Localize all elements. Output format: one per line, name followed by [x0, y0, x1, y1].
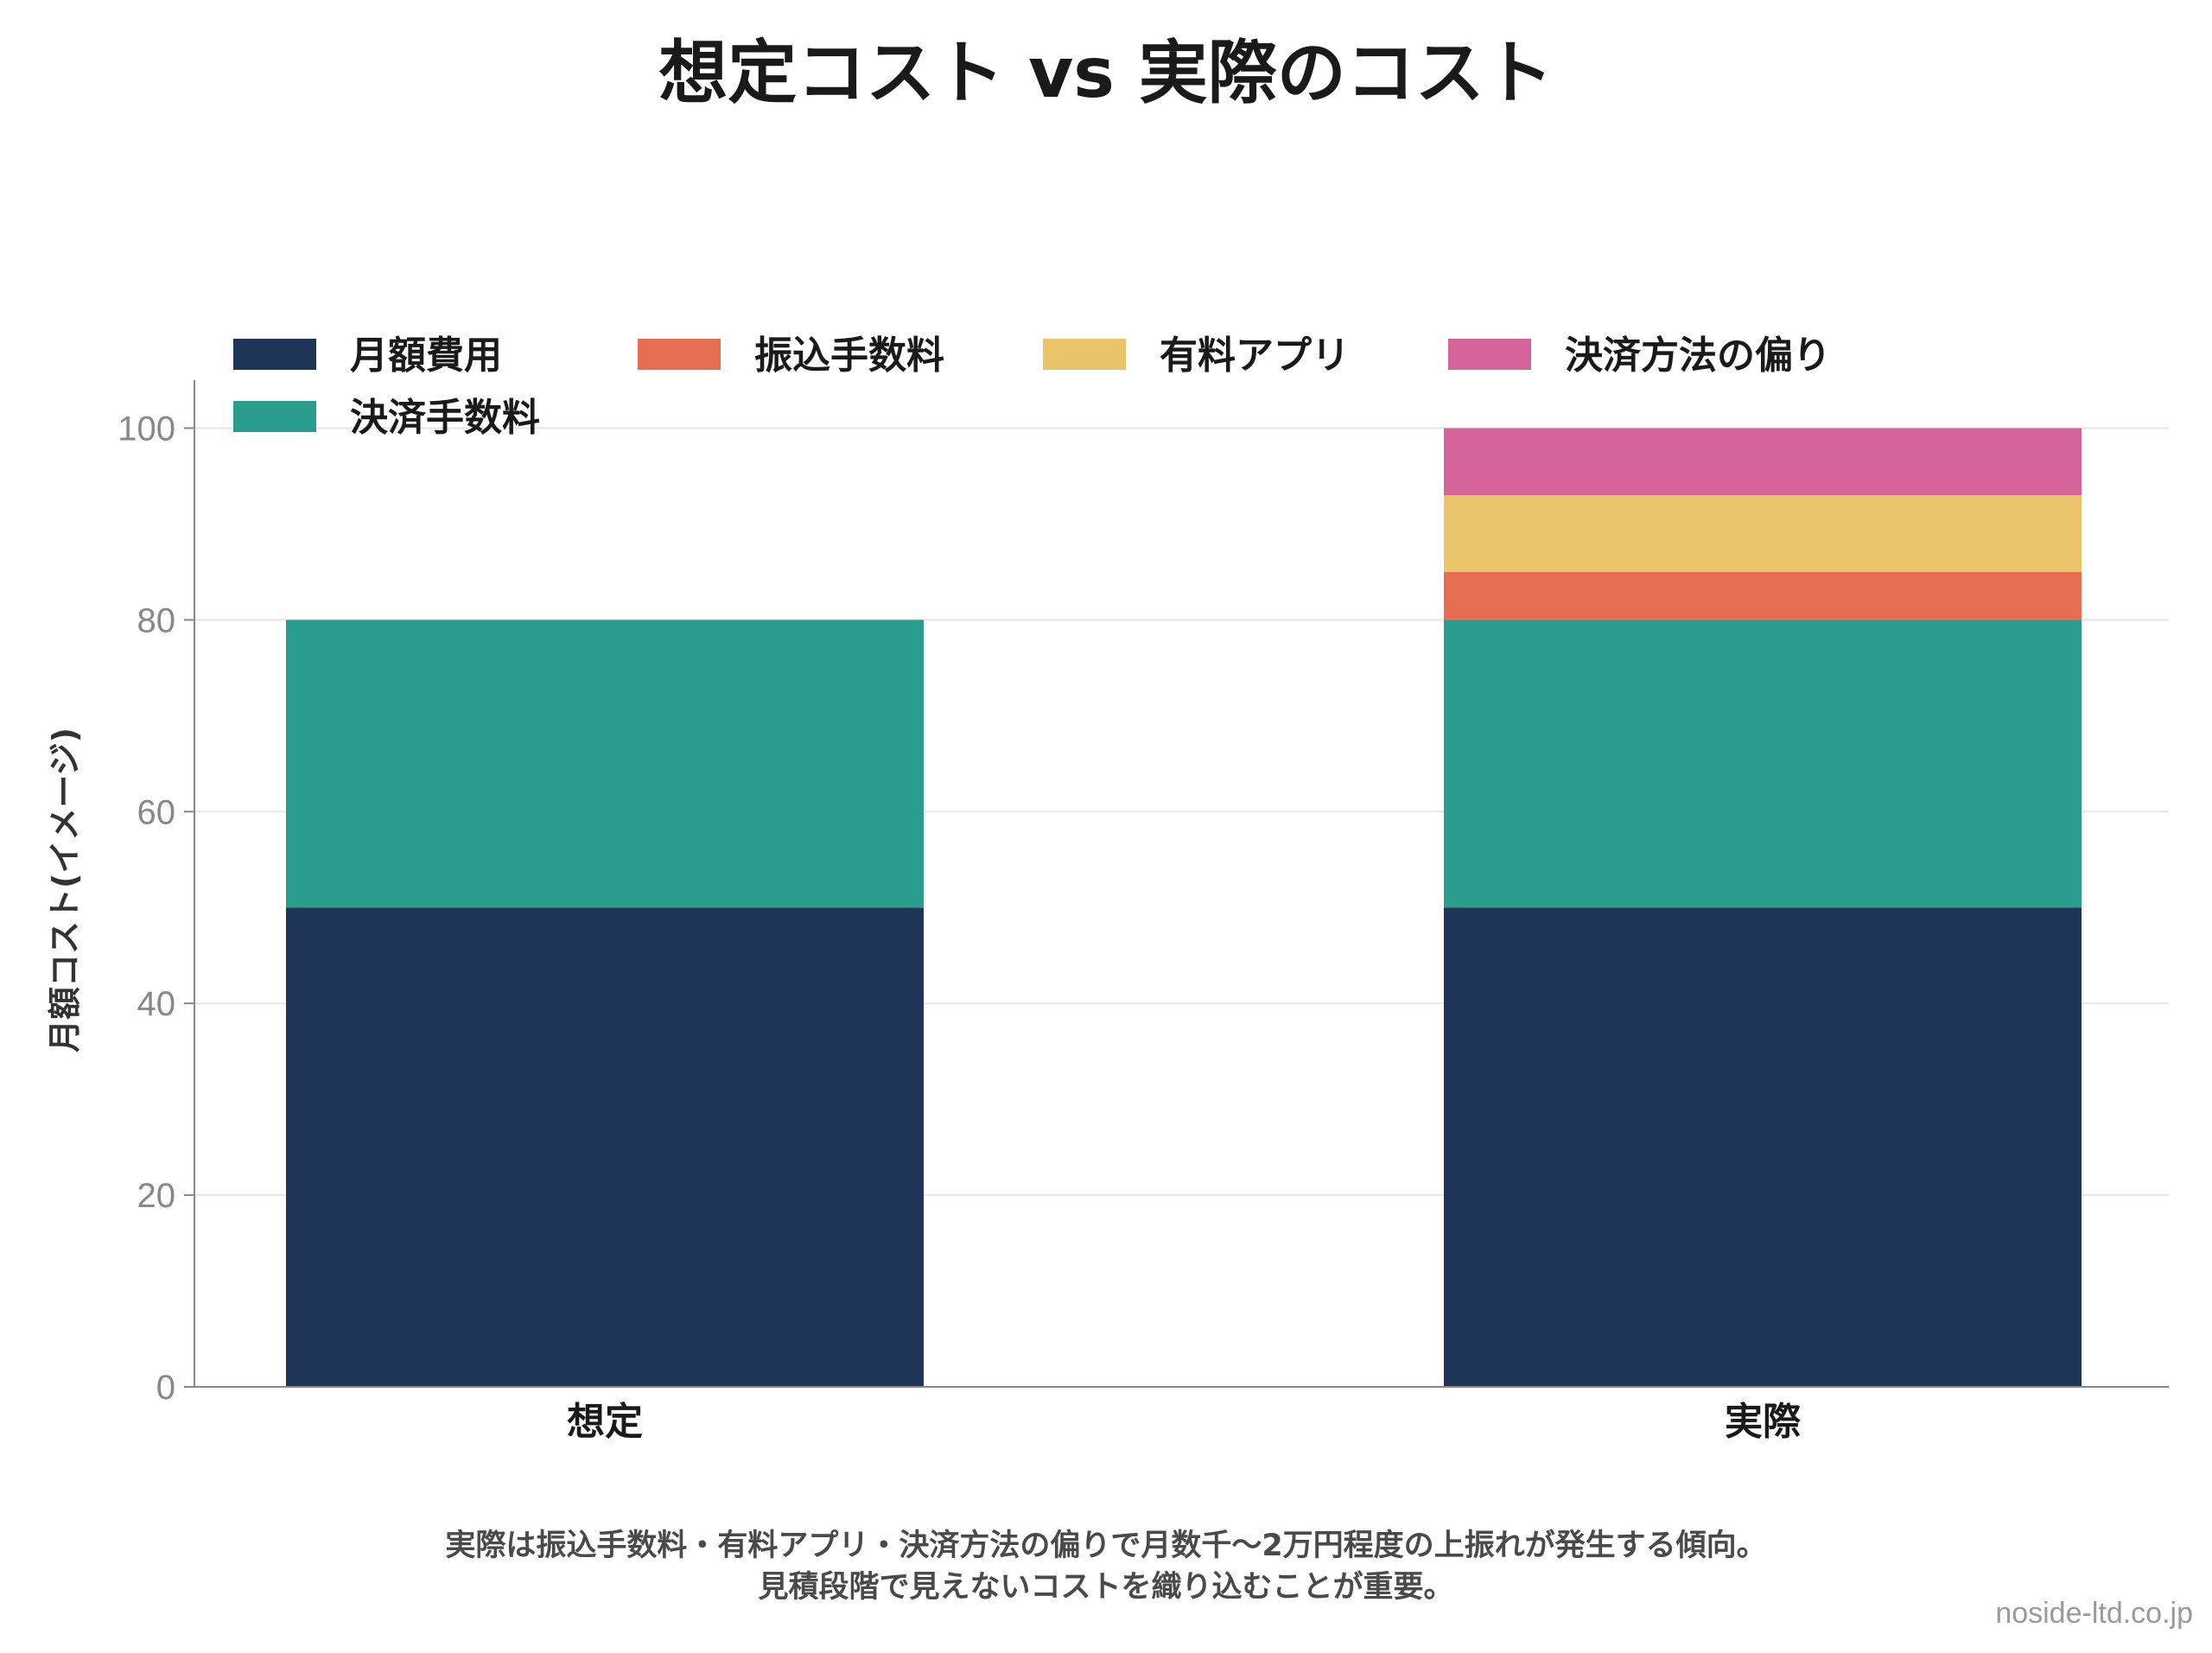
- legend-swatch: [638, 339, 721, 370]
- legend-swatch: [233, 401, 316, 432]
- credit-text: noside-ltd.co.jp: [1995, 1597, 2193, 1630]
- x-tick-labels: 想定 実際: [567, 1400, 1801, 1444]
- bar-segment: [286, 620, 924, 908]
- y-tick-label: 20: [137, 1177, 176, 1215]
- bar-segment: [1444, 428, 2082, 496]
- y-axis-label: 月額コスト(イメージ): [46, 728, 84, 1052]
- legend-swatch: [233, 339, 316, 370]
- footnote-line-1: 実際は振込手数料・有料アプリ・決済方法の偏りで月数千〜2万円程度の上振れが発生す…: [445, 1529, 1766, 1563]
- bar-segment: [1444, 495, 2082, 572]
- legend-label: 振込手数料: [754, 334, 944, 378]
- y-tick-label: 100: [118, 410, 175, 448]
- bar-segment: [1444, 571, 2082, 620]
- x-tick-label: 実際: [1725, 1400, 1801, 1444]
- y-ticks: 0 20 40 60 80 100: [118, 410, 194, 1407]
- legend-label: 決済手数料: [350, 396, 540, 440]
- bar-segment: [1444, 907, 2082, 1387]
- bar-segment: [286, 907, 924, 1387]
- y-tick-label: 80: [137, 601, 176, 639]
- legend-swatch: [1043, 339, 1126, 370]
- y-tick-label: 60: [137, 793, 176, 831]
- y-tick-label: 40: [137, 985, 176, 1023]
- y-tick-label: 0: [156, 1369, 175, 1407]
- bar-segment: [1444, 620, 2082, 908]
- legend-label: 月額費用: [350, 334, 502, 378]
- bars: [286, 428, 2082, 1387]
- legend-label: 決済方法の偏り: [1565, 334, 1831, 378]
- footnote-line-2: 見積段階で見えないコストを織り込むことが重要。: [758, 1569, 1453, 1605]
- legend-label: 有料アプリ: [1160, 334, 1350, 378]
- chart-title: 想定コスト vs 実際のコスト: [658, 33, 1553, 113]
- x-tick-label: 想定: [567, 1400, 643, 1444]
- legend-swatch: [1448, 339, 1531, 370]
